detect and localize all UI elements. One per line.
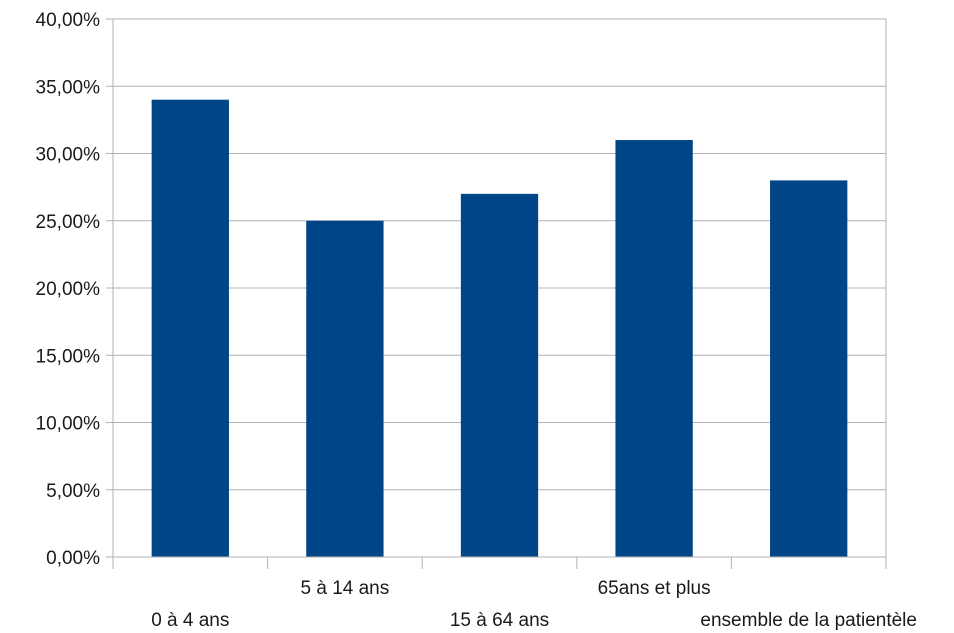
x-tick-label: 5 à 14 ans [301,578,390,599]
y-tick-label: 25,00% [36,212,101,233]
x-tick-label: 65ans et plus [598,578,711,599]
y-tick-label: 0,00% [46,548,100,569]
y-tick-label: 30,00% [36,145,101,166]
y-tick-label: 40,00% [36,10,101,31]
y-tick-label: 35,00% [36,77,101,98]
y-tick-label: 15,00% [36,346,101,367]
y-tick-labels: 0,00% 5,00% 10,00% 15,00% 20,00% 25,00% 30,00%… [36,10,101,569]
x-tick-label: ensemble de la patientèle [700,610,917,631]
bar [306,220,384,557]
bar [615,140,693,558]
bar [151,99,229,557]
y-tick-label: 5,00% [46,481,100,502]
x-tick-label: 15 à 64 ans [450,610,549,631]
bars [151,99,848,558]
y-tick-label: 20,00% [36,279,101,300]
x-tick-labels: 0 à 4 ans 5 à 14 ans 15 à 64 ans 65ans et p… [151,578,917,631]
x-tick-label: 0 à 4 ans [151,610,229,631]
bar [770,180,848,557]
y-tick-label: 10,00% [36,414,101,435]
axes [106,18,887,569]
bar [460,193,539,557]
